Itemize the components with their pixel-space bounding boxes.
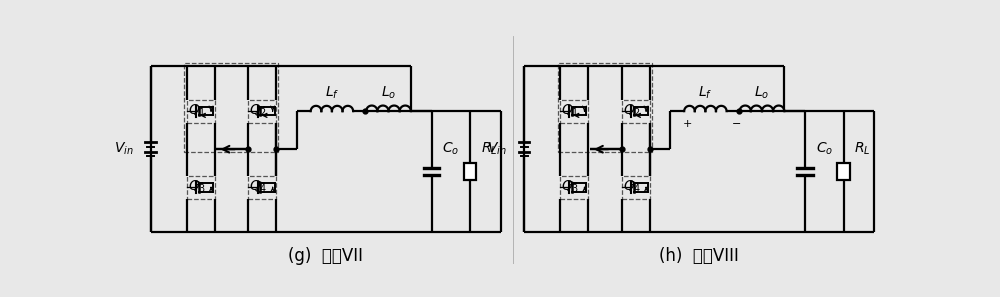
Text: $R_L$: $R_L$ <box>854 141 871 157</box>
Text: $L_f$: $L_f$ <box>325 85 339 101</box>
Bar <box>187 99 215 123</box>
Bar <box>560 99 588 123</box>
Text: $V_{in}$: $V_{in}$ <box>487 141 507 157</box>
Text: $Q_1$: $Q_1$ <box>561 103 579 119</box>
Bar <box>248 99 276 123</box>
Bar <box>248 176 276 199</box>
Text: $C_o$: $C_o$ <box>442 141 460 157</box>
Text: $Q_3$: $Q_3$ <box>561 179 579 195</box>
Text: +: + <box>683 119 692 129</box>
Text: (h)  模态VIII: (h) 模态VIII <box>659 247 739 266</box>
Bar <box>837 163 850 180</box>
Bar <box>558 63 652 151</box>
Text: $Q_2$: $Q_2$ <box>249 103 267 119</box>
Text: $L_o$: $L_o$ <box>754 85 770 101</box>
Text: $Q_1$: $Q_1$ <box>188 103 206 119</box>
Text: −: − <box>732 119 741 129</box>
Bar <box>187 176 215 199</box>
Text: (g)  模态VII: (g) 模态VII <box>288 247 363 266</box>
Text: $L_f$: $L_f$ <box>698 85 713 101</box>
Text: $Q_4$: $Q_4$ <box>623 179 641 195</box>
Text: $C_o$: $C_o$ <box>816 141 833 157</box>
Text: $R_L$: $R_L$ <box>481 141 497 157</box>
Bar <box>622 176 650 199</box>
Bar <box>560 176 588 199</box>
Text: $Q_2$: $Q_2$ <box>623 103 641 119</box>
Text: $V_{in}$: $V_{in}$ <box>114 141 134 157</box>
Text: $Q_4$: $Q_4$ <box>249 179 268 195</box>
Text: $Q_3$: $Q_3$ <box>188 179 206 195</box>
Text: $L_o$: $L_o$ <box>381 85 396 101</box>
Bar <box>622 99 650 123</box>
Bar <box>464 163 476 180</box>
Bar <box>184 63 278 151</box>
